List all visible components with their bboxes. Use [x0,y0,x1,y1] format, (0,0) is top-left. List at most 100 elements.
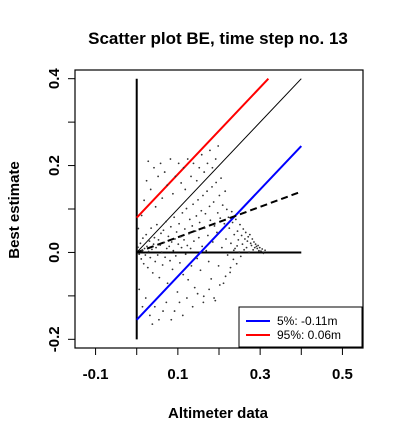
y-axis-label: Best estimate [6,161,23,259]
data-point [179,261,181,264]
data-point [222,282,225,285]
data-point [258,246,261,249]
data-point [200,209,203,212]
data-point [220,246,223,249]
data-point [231,221,234,224]
legend-label-95pct: 95%: 0.06m [277,328,341,342]
data-point [171,268,174,271]
data-point [215,181,218,184]
data-point [243,248,245,251]
data-point [176,291,179,293]
data-point [162,229,165,232]
data-point [153,166,155,169]
data-point [205,249,208,252]
data-point [141,237,144,240]
data-point [199,269,202,272]
data-point [174,238,176,240]
data-point [186,297,188,299]
data-point [169,259,171,262]
x-axis-label: Altimeter data [168,405,269,422]
data-point [186,158,189,160]
data-point [225,238,227,240]
data-point [137,246,139,249]
data-point [141,305,144,308]
data-point [197,198,199,201]
data-point [187,278,190,281]
data-point [184,253,187,256]
lower-5-line [135,145,303,321]
data-point [195,215,198,217]
data-point [151,323,154,326]
data-point [225,208,228,211]
data-point [181,212,184,214]
data-point [153,236,156,239]
data-point [141,249,143,252]
data-point [163,171,166,173]
data-point [211,166,214,169]
data-point [179,235,182,238]
data-point [217,265,220,267]
data-point [169,225,172,228]
data-point [260,250,262,253]
data-point [203,171,206,173]
data-point [167,235,170,238]
data-point [172,192,174,195]
data-point [155,223,158,226]
data-point [235,262,238,265]
data-point [195,179,198,182]
y-axis: -0.2 0.0 0.2 0.4 [46,68,75,352]
data-point [208,288,211,291]
data-point [193,286,196,289]
data-point [261,248,264,250]
data-point [182,273,185,276]
data-point [255,245,258,248]
data-point [226,254,229,256]
data-point [244,238,246,240]
data-point [158,276,161,279]
data-point [148,240,151,243]
data-point [202,295,205,298]
data-point [164,256,167,259]
data-point [161,264,164,266]
data-point [264,249,266,252]
data-point [178,301,181,304]
data-point [210,278,213,280]
data-point [188,232,190,235]
data-point [145,233,148,236]
data-point [165,220,167,223]
y-tick-label: 0.4 [46,68,63,90]
data-point [196,257,199,260]
data-point [216,212,219,214]
data-point [160,232,162,235]
data-point [253,241,255,243]
data-point [245,246,248,249]
data-point [157,175,160,178]
reference-lines [135,77,303,340]
data-point [168,245,171,248]
data-point [218,284,221,286]
data-point [257,244,259,247]
data-point [206,162,209,165]
data-point [196,292,199,295]
data-point [203,227,206,230]
data-point [252,248,255,251]
data-point [249,242,252,245]
data-point [198,221,201,224]
data-point [219,217,222,220]
data-point [147,160,150,163]
data-point [140,258,143,260]
data-point [186,244,189,247]
data-point [230,210,233,213]
data-point [213,225,216,227]
data-point [165,247,168,250]
data-point [184,188,187,191]
data-point [173,310,176,312]
data-point [200,153,203,156]
data-point [185,207,188,210]
data-point [139,242,142,245]
data-point [204,212,207,215]
x-tick-label: 0.1 [167,366,188,383]
identity-line-line [136,78,302,253]
data-point [201,245,204,248]
data-point [150,227,153,230]
